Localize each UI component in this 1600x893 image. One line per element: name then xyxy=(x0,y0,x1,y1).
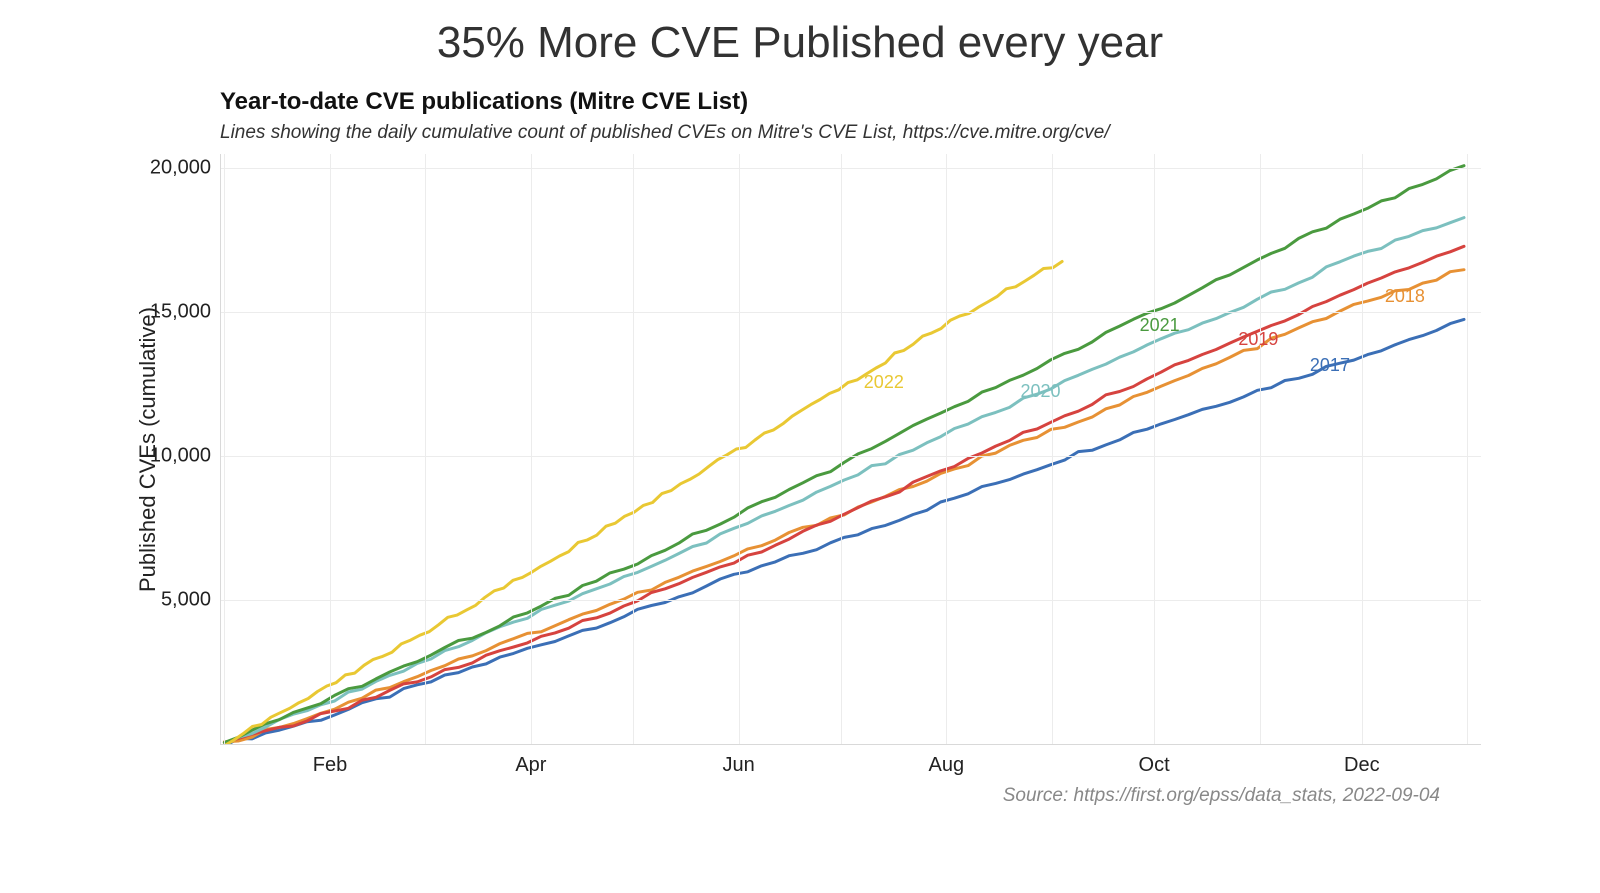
x-tick-label: Aug xyxy=(929,744,965,777)
x-tick-label: Feb xyxy=(313,744,347,777)
grid-line-vertical xyxy=(1467,154,1468,744)
grid-line-vertical xyxy=(1052,154,1053,744)
series-line-2021 xyxy=(224,166,1464,743)
x-tick-label: Dec xyxy=(1344,744,1380,777)
x-tick-label: Apr xyxy=(515,744,546,777)
grid-line-vertical xyxy=(841,154,842,744)
grid-line-vertical xyxy=(425,154,426,744)
page-title: 35% More CVE Published every year xyxy=(0,18,1600,68)
chart-title: Year-to-date CVE publications (Mitre CVE… xyxy=(220,88,1500,116)
chart-subtitle: Lines showing the daily cumulative count… xyxy=(220,122,1500,144)
chart-source: Source: https://first.org/epss/data_stat… xyxy=(100,785,1440,807)
grid-line-vertical xyxy=(1154,154,1155,744)
grid-line-vertical xyxy=(1260,154,1261,744)
grid-line-vertical xyxy=(330,154,331,744)
grid-line-vertical xyxy=(739,154,740,744)
grid-line-horizontal xyxy=(221,600,1481,601)
y-tick-label: 5,000 xyxy=(161,589,221,612)
x-tick-label: Oct xyxy=(1139,744,1170,777)
series-line-2018 xyxy=(224,270,1464,742)
plot-area: 5,00010,00015,00020,000FebAprJunAugOctDe… xyxy=(220,154,1481,745)
grid-line-vertical xyxy=(224,154,225,744)
grid-line-vertical xyxy=(633,154,634,744)
y-tick-label: 10,000 xyxy=(150,445,221,468)
grid-line-horizontal xyxy=(221,312,1481,313)
grid-line-vertical xyxy=(531,154,532,744)
grid-line-horizontal xyxy=(221,168,1481,169)
y-tick-label: 15,000 xyxy=(150,301,221,324)
chart-lines xyxy=(221,154,1481,744)
grid-line-horizontal xyxy=(221,456,1481,457)
grid-line-vertical xyxy=(1362,154,1363,744)
y-tick-label: 20,000 xyxy=(150,157,221,180)
x-tick-label: Jun xyxy=(722,744,754,777)
grid-line-vertical xyxy=(946,154,947,744)
chart-container: Year-to-date CVE publications (Mitre CVE… xyxy=(100,88,1500,807)
